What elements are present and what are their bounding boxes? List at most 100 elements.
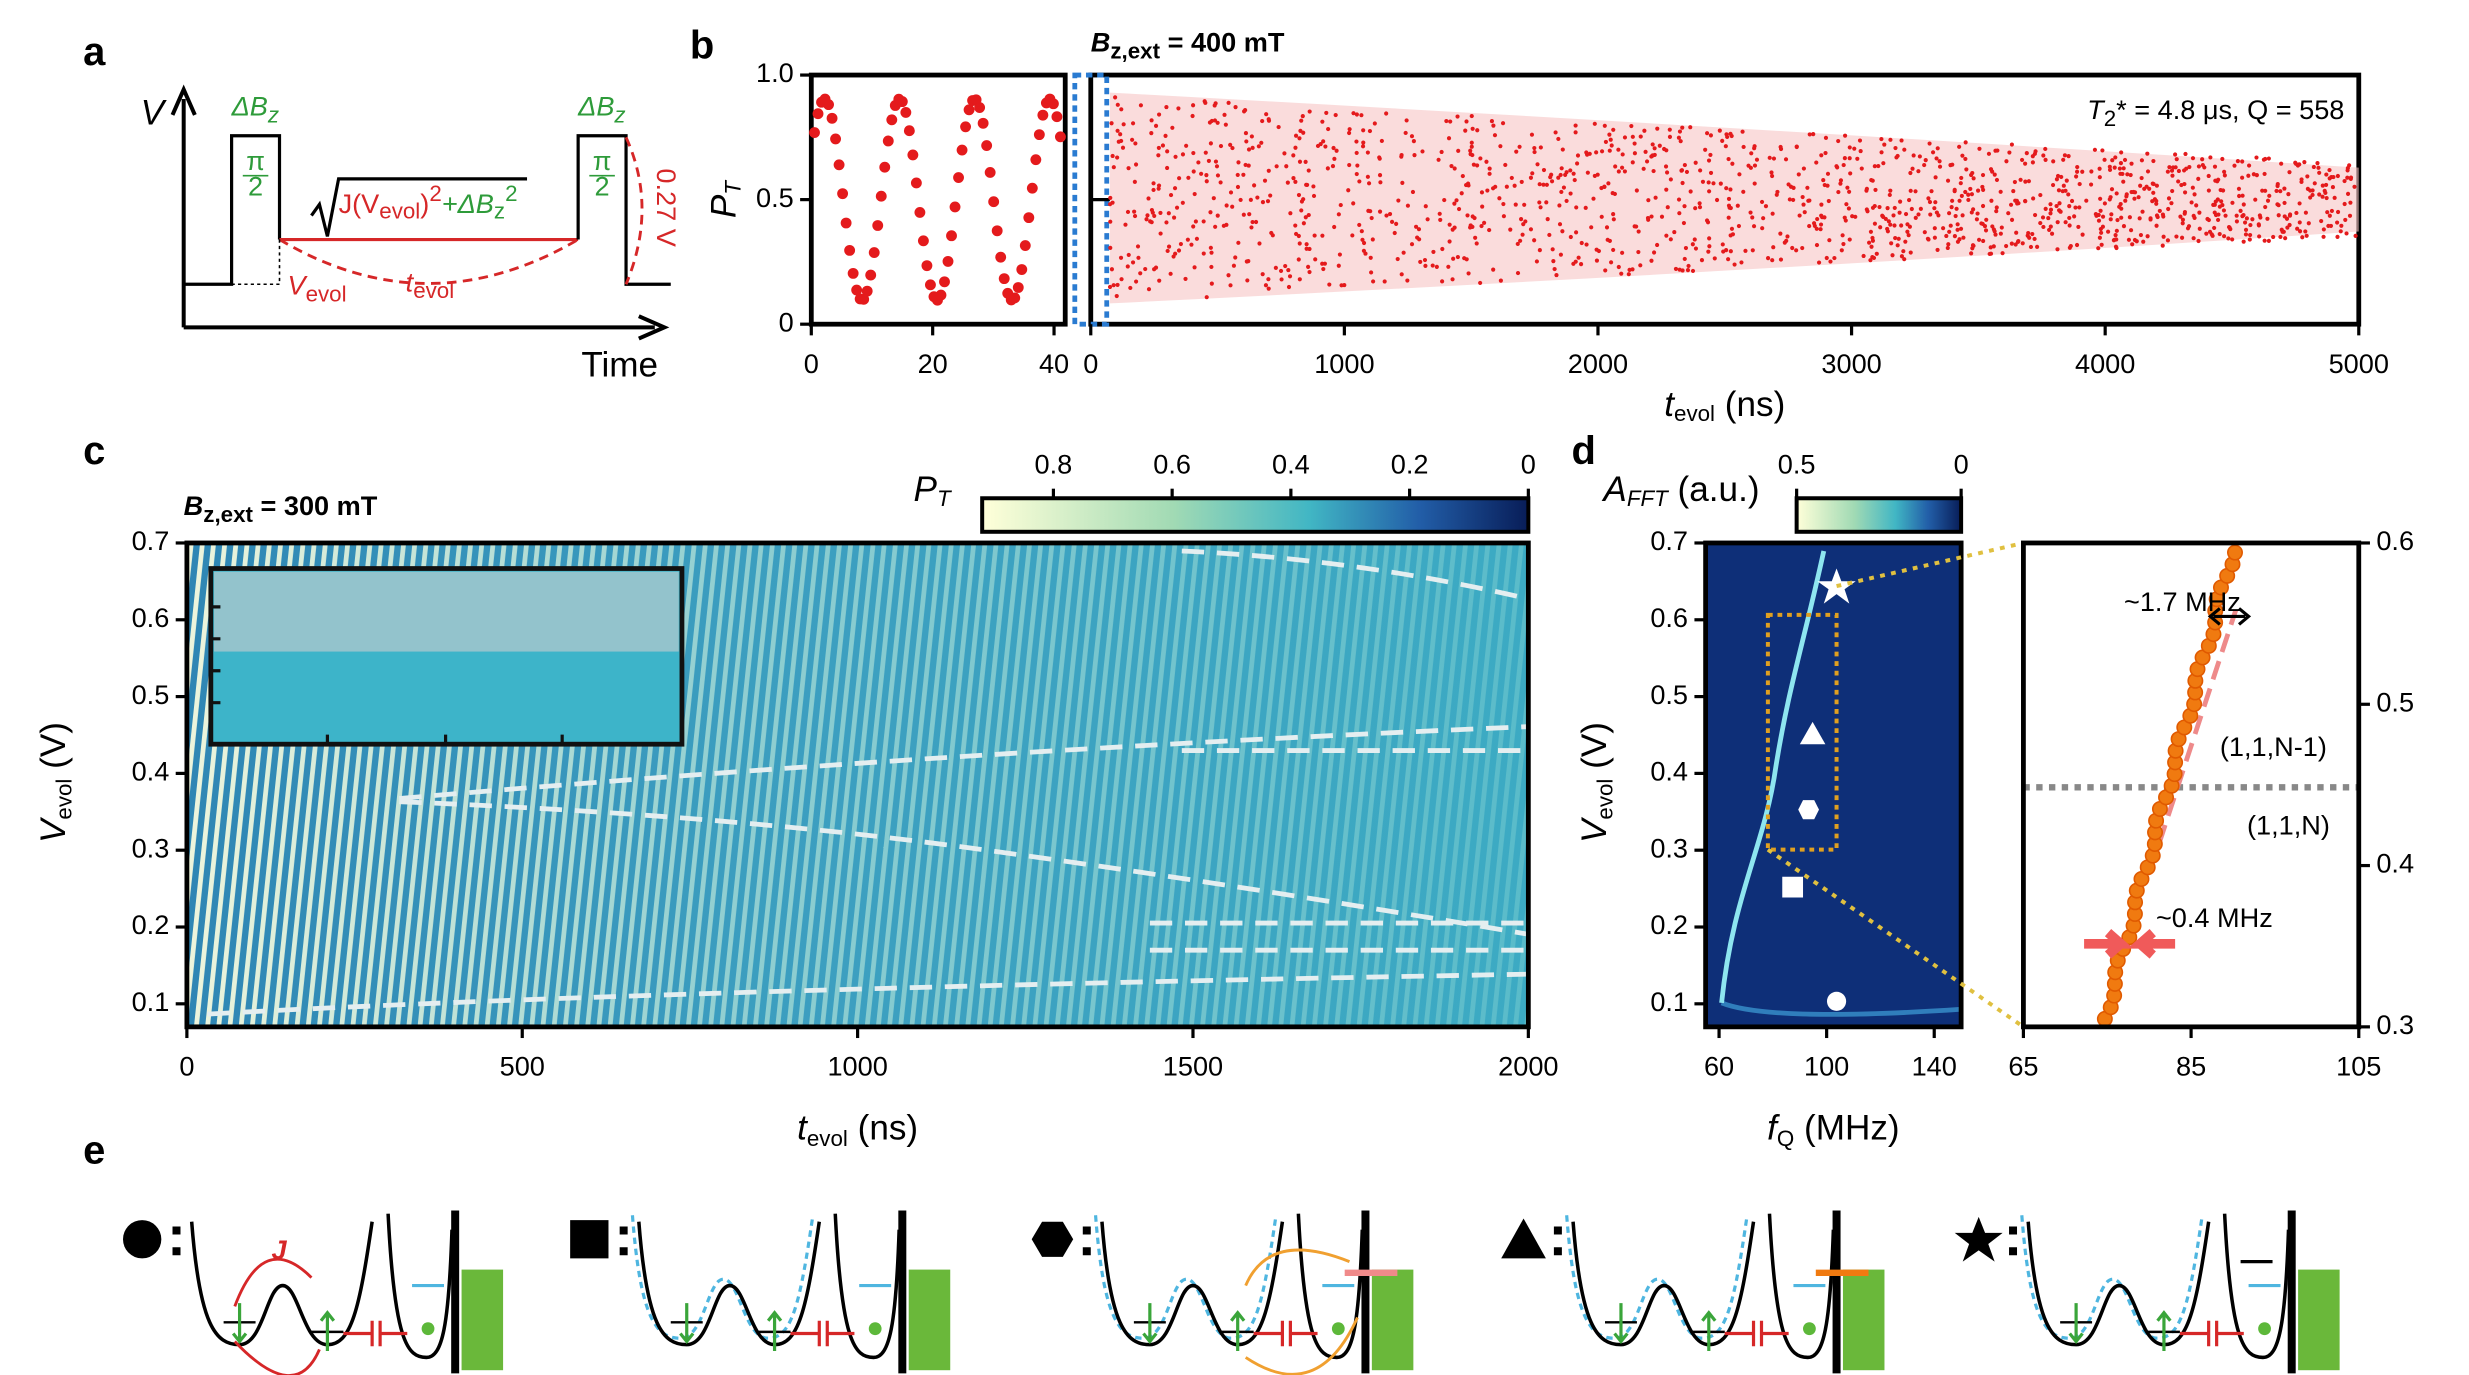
data-point — [1688, 125, 1693, 130]
data-point — [1820, 215, 1825, 220]
data-point — [1864, 188, 1869, 193]
data-point — [2076, 224, 2081, 229]
data-point — [1371, 279, 1376, 284]
data-point — [1859, 166, 1864, 171]
data-point — [1960, 153, 1965, 158]
data-point — [1599, 149, 1605, 154]
data-point — [2066, 192, 2071, 197]
data-point — [2303, 229, 2308, 234]
data-point — [882, 135, 894, 147]
colon — [619, 1226, 628, 1256]
data-point — [2030, 231, 2035, 237]
data-point — [1532, 150, 1537, 155]
data-point — [1693, 206, 1698, 211]
x-tick-label: 0 — [179, 1051, 194, 1082]
data-point — [1957, 198, 1962, 203]
data-point — [1926, 196, 1931, 201]
data-point — [1357, 222, 1362, 227]
data-point — [1242, 109, 1247, 114]
data-point — [1332, 224, 1337, 230]
data-point — [1286, 268, 1291, 273]
data-point — [2279, 161, 2284, 166]
data-point — [1487, 171, 1492, 176]
annotation: ~0.4 MHz — [2156, 902, 2273, 933]
data-point — [2015, 201, 2020, 206]
marker-circle — [1826, 991, 1847, 1011]
data-point — [1469, 140, 1474, 145]
data-point — [1573, 123, 1578, 128]
data-point — [1482, 220, 1487, 225]
x-axis-label: tevol (ns) — [797, 1109, 918, 1151]
data-point — [1204, 173, 1209, 178]
data-point — [1678, 139, 1683, 144]
data-point — [1276, 125, 1281, 130]
data-point — [1743, 248, 1748, 253]
data-point — [2054, 177, 2059, 182]
data-point — [1737, 172, 1742, 177]
data-point — [2206, 173, 2211, 179]
data-point — [1619, 271, 1624, 276]
data-point — [2265, 198, 2271, 203]
data-point — [2326, 223, 2331, 229]
data-point — [2345, 191, 2351, 196]
data-point — [2288, 212, 2293, 217]
data-point — [1411, 139, 1416, 144]
data-point — [1236, 160, 1241, 165]
colorbar-tick-label: 0 — [1954, 448, 1969, 479]
data-point — [1934, 156, 1939, 161]
data-point — [1296, 257, 1301, 262]
data-point — [1688, 189, 1693, 194]
data-point — [1903, 212, 1909, 217]
data-point — [1698, 168, 1703, 173]
data-point — [1726, 215, 1731, 220]
capacitor — [1253, 1320, 1318, 1347]
data-point — [1521, 222, 1526, 227]
data-point — [1729, 226, 1735, 231]
data-point — [1818, 227, 1823, 232]
data-point — [1839, 248, 1844, 253]
data-point — [1530, 171, 1535, 176]
data-point — [1971, 207, 1976, 212]
formula: J(Vevol)2+ΔBz2 — [339, 181, 518, 224]
data-point — [1498, 278, 1503, 283]
double-well — [2026, 1221, 2211, 1347]
data-point — [2217, 231, 2222, 237]
data-point — [2138, 183, 2143, 188]
data-point — [1327, 282, 1332, 287]
data-point — [2050, 182, 2056, 188]
data-point — [2276, 213, 2281, 218]
coupling-label: J — [272, 1234, 288, 1265]
data-point — [2043, 146, 2048, 152]
capacitor — [790, 1320, 855, 1347]
spin — [1142, 1303, 1158, 1345]
data-point — [1519, 217, 1524, 222]
data-point — [1754, 157, 1760, 162]
data-point — [2219, 199, 2224, 204]
colorbar — [980, 496, 1531, 534]
panel-title: Bz,ext = 400 mT — [1091, 27, 1285, 64]
data-point — [1172, 186, 1178, 191]
data-point — [1791, 197, 1796, 203]
data-point — [1964, 167, 1969, 172]
data-point — [837, 188, 849, 200]
data-point — [2110, 158, 2115, 163]
data-point — [1163, 133, 1168, 138]
data-point — [2236, 186, 2242, 191]
data-point — [2064, 178, 2069, 183]
data-point — [2182, 190, 2188, 195]
data-point — [2215, 179, 2220, 184]
data-point — [2107, 164, 2112, 169]
data-point — [2261, 157, 2266, 162]
data-point — [2254, 173, 2259, 178]
data-point — [2013, 242, 2018, 247]
data-point — [2191, 236, 2196, 241]
x-tick-label: 1000 — [827, 1051, 887, 1082]
data-point — [2170, 188, 2175, 194]
data-point — [1732, 262, 1737, 267]
data-point — [1680, 180, 1685, 186]
data-point — [2222, 169, 2227, 174]
data-point — [2194, 203, 2199, 208]
data-point — [1611, 217, 1616, 222]
data-point — [1145, 213, 1150, 218]
marker-hexagon — [1798, 800, 1819, 820]
